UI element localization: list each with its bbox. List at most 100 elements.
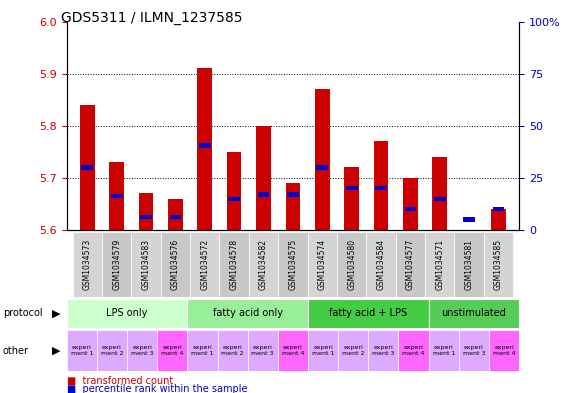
Text: experi
ment 2: experi ment 2	[101, 345, 123, 356]
Text: other: other	[3, 346, 29, 356]
Bar	[374, 141, 389, 230]
Text: GSM1034578: GSM1034578	[230, 239, 238, 290]
Bar	[345, 167, 359, 230]
Bar	[229, 196, 240, 201]
Text: GSM1034583: GSM1034583	[142, 239, 151, 290]
Text: GSM1034572: GSM1034572	[200, 239, 209, 290]
Bar	[218, 330, 248, 371]
Text: experi
ment 1: experi ment 1	[312, 345, 334, 356]
Bar	[199, 143, 211, 148]
Bar	[187, 299, 308, 328]
Bar	[258, 193, 269, 196]
Bar	[346, 186, 357, 190]
Text: GSM1034575: GSM1034575	[288, 239, 298, 290]
Bar	[429, 299, 519, 328]
Text: experi
ment 2: experi ment 2	[342, 345, 364, 356]
Bar	[317, 165, 328, 169]
Text: ■  transformed count: ■ transformed count	[67, 376, 173, 386]
Bar	[168, 198, 183, 230]
Bar	[140, 215, 152, 219]
Bar	[484, 232, 513, 297]
Text: GSM1034574: GSM1034574	[318, 239, 327, 290]
Bar	[249, 232, 278, 297]
Bar	[315, 89, 329, 230]
Text: GDS5311 / ILMN_1237585: GDS5311 / ILMN_1237585	[61, 11, 242, 25]
Text: experi
ment 1: experi ment 1	[191, 345, 213, 356]
Text: ▶: ▶	[52, 346, 61, 356]
Bar	[278, 330, 308, 371]
Bar	[433, 157, 447, 230]
Bar	[161, 232, 190, 297]
Bar	[190, 232, 219, 297]
Text: GSM1034584: GSM1034584	[376, 239, 386, 290]
Text: unstimulated: unstimulated	[441, 309, 506, 318]
Bar	[492, 207, 505, 211]
Text: experi
ment 4: experi ment 4	[493, 345, 515, 356]
Text: fatty acid only: fatty acid only	[213, 309, 282, 318]
Bar	[109, 162, 124, 230]
Bar	[307, 232, 337, 297]
Text: fatty acid + LPS: fatty acid + LPS	[329, 309, 407, 318]
Text: GSM1034576: GSM1034576	[171, 239, 180, 290]
Bar	[80, 105, 95, 230]
Bar	[256, 126, 271, 230]
Bar	[434, 196, 445, 201]
Bar	[111, 194, 122, 198]
Bar	[455, 232, 484, 297]
Text: LPS only: LPS only	[106, 309, 148, 318]
Bar	[429, 330, 459, 371]
Text: GSM1034577: GSM1034577	[406, 239, 415, 290]
Bar	[67, 330, 97, 371]
Bar	[425, 232, 455, 297]
Bar	[67, 299, 187, 328]
Bar	[169, 215, 182, 219]
Text: experi
ment 4: experi ment 4	[161, 345, 183, 356]
Bar	[489, 330, 519, 371]
Text: experi
ment 2: experi ment 2	[222, 345, 244, 356]
Text: experi
ment 4: experi ment 4	[403, 345, 425, 356]
Bar	[463, 217, 475, 222]
Bar	[187, 330, 218, 371]
Text: protocol: protocol	[3, 309, 42, 318]
Bar	[337, 232, 367, 297]
Bar	[459, 330, 489, 371]
Bar	[131, 232, 161, 297]
Text: GSM1034581: GSM1034581	[465, 239, 474, 290]
Text: GSM1034579: GSM1034579	[112, 239, 121, 290]
Bar	[139, 193, 153, 230]
Bar	[308, 299, 429, 328]
Bar	[285, 183, 300, 230]
Bar	[403, 178, 418, 230]
Text: GSM1034571: GSM1034571	[435, 239, 444, 290]
Bar	[491, 209, 506, 230]
Text: experi
ment 3: experi ment 3	[372, 345, 394, 356]
Text: experi
ment 4: experi ment 4	[282, 345, 304, 356]
Text: GSM1034582: GSM1034582	[259, 239, 268, 290]
Bar	[81, 165, 93, 169]
Bar	[367, 232, 396, 297]
Text: experi
ment 3: experi ment 3	[131, 345, 153, 356]
Text: GSM1034580: GSM1034580	[347, 239, 356, 290]
Bar	[219, 232, 249, 297]
Bar	[368, 330, 398, 371]
Bar	[197, 68, 212, 230]
Text: experi
ment 1: experi ment 1	[71, 345, 93, 356]
Bar	[396, 232, 425, 297]
Text: experi
ment 3: experi ment 3	[252, 345, 274, 356]
Bar	[375, 186, 387, 190]
Text: experi
ment 1: experi ment 1	[433, 345, 455, 356]
Bar	[227, 152, 241, 230]
Bar	[404, 207, 416, 211]
Text: GSM1034585: GSM1034585	[494, 239, 503, 290]
Bar	[127, 330, 157, 371]
Bar	[157, 330, 187, 371]
Bar	[97, 330, 127, 371]
Text: ■  percentile rank within the sample: ■ percentile rank within the sample	[67, 384, 247, 393]
Bar	[308, 330, 338, 371]
Bar	[72, 232, 102, 297]
Bar	[102, 232, 131, 297]
Text: GSM1034573: GSM1034573	[83, 239, 92, 290]
Text: experi
ment 3: experi ment 3	[463, 345, 485, 356]
Bar	[398, 330, 429, 371]
Bar	[338, 330, 368, 371]
